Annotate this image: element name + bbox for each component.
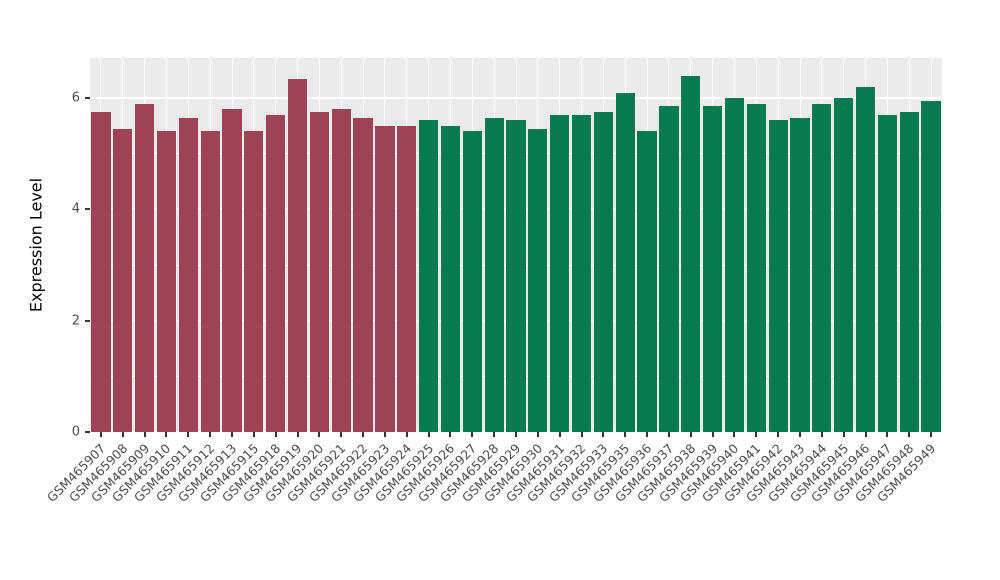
- x-tick-mark: [558, 432, 561, 437]
- x-tick-mark: [296, 432, 299, 437]
- bar: [899, 111, 919, 432]
- bar: [353, 117, 373, 432]
- bar: [331, 109, 351, 432]
- x-tick-mark: [318, 432, 321, 437]
- x-tick-mark: [383, 432, 386, 437]
- bar: [593, 111, 613, 432]
- x-tick-mark: [187, 432, 190, 437]
- bar: [287, 78, 308, 432]
- bar: [113, 128, 133, 432]
- x-tick-mark: [340, 432, 343, 437]
- x-tick-mark: [536, 432, 539, 437]
- x-tick-mark: [842, 432, 845, 437]
- x-tick-mark: [99, 432, 102, 437]
- bar: [462, 131, 482, 432]
- x-tick-mark: [930, 432, 933, 437]
- bar: [550, 114, 570, 432]
- x-tick-mark: [689, 432, 692, 437]
- x-tick-mark: [602, 432, 605, 437]
- bar: [921, 100, 941, 432]
- x-tick-mark: [733, 432, 736, 437]
- bar: [637, 131, 657, 432]
- x-tick-mark: [646, 432, 649, 437]
- bar: [877, 114, 897, 432]
- bar: [615, 92, 635, 432]
- bar: [768, 120, 788, 432]
- x-tick-mark: [231, 432, 233, 437]
- x-tick-mark: [820, 432, 823, 437]
- y-tick-mark: [85, 319, 90, 322]
- bar: [855, 86, 876, 432]
- bar: [724, 98, 745, 432]
- x-tick-mark: [274, 432, 277, 437]
- x-tick-mark: [667, 432, 670, 437]
- bar: [222, 109, 242, 432]
- bar: [703, 106, 723, 432]
- bar: [397, 125, 417, 432]
- bar: [834, 98, 854, 432]
- bar: [528, 128, 548, 432]
- bar: [266, 114, 286, 432]
- bar: [681, 75, 701, 432]
- y-tick-label: 6: [71, 90, 80, 106]
- x-tick-mark: [252, 432, 255, 437]
- y-tick-label: 4: [71, 201, 80, 217]
- x-tick-mark: [777, 432, 780, 437]
- bar: [91, 111, 111, 432]
- x-tick-mark: [580, 432, 583, 437]
- bar: [812, 103, 832, 432]
- x-tick-mark: [449, 432, 452, 437]
- x-tick-mark: [755, 432, 758, 437]
- bar: [659, 106, 679, 432]
- y-tick-label: 0: [71, 424, 80, 440]
- x-tick-mark: [799, 432, 801, 437]
- bar: [375, 125, 395, 432]
- bar: [178, 117, 198, 432]
- x-tick-mark: [209, 432, 212, 437]
- y-tick-label: 2: [71, 313, 80, 329]
- bar: [244, 131, 264, 432]
- y-tick-mark: [85, 97, 90, 100]
- y-tick-mark: [85, 431, 90, 433]
- bar: [790, 117, 810, 432]
- bar: [419, 120, 439, 432]
- x-tick-mark: [515, 432, 517, 437]
- x-tick-mark: [405, 432, 408, 437]
- bar: [506, 120, 526, 432]
- x-tick-mark: [711, 432, 714, 437]
- x-tick-mark: [471, 432, 474, 437]
- bar: [571, 114, 592, 432]
- bar: [200, 131, 220, 432]
- x-tick-mark: [362, 432, 365, 437]
- bar: [746, 103, 766, 432]
- y-tick-mark: [85, 208, 90, 211]
- x-tick-mark: [121, 432, 124, 437]
- x-tick-mark: [624, 432, 627, 437]
- x-tick-mark: [143, 432, 146, 437]
- x-tick-mark: [886, 432, 889, 437]
- x-tick-mark: [493, 432, 496, 437]
- x-tick-mark: [908, 432, 911, 437]
- bar: [309, 111, 329, 432]
- bar: [135, 103, 155, 432]
- x-tick-mark: [427, 432, 430, 437]
- x-tick-mark: [165, 432, 168, 437]
- bar: [440, 125, 461, 432]
- y-axis-title: Expression Level: [26, 177, 46, 313]
- plot-panel: [90, 58, 942, 432]
- bar: [156, 131, 177, 432]
- x-tick-mark: [864, 432, 867, 437]
- bar: [484, 117, 504, 432]
